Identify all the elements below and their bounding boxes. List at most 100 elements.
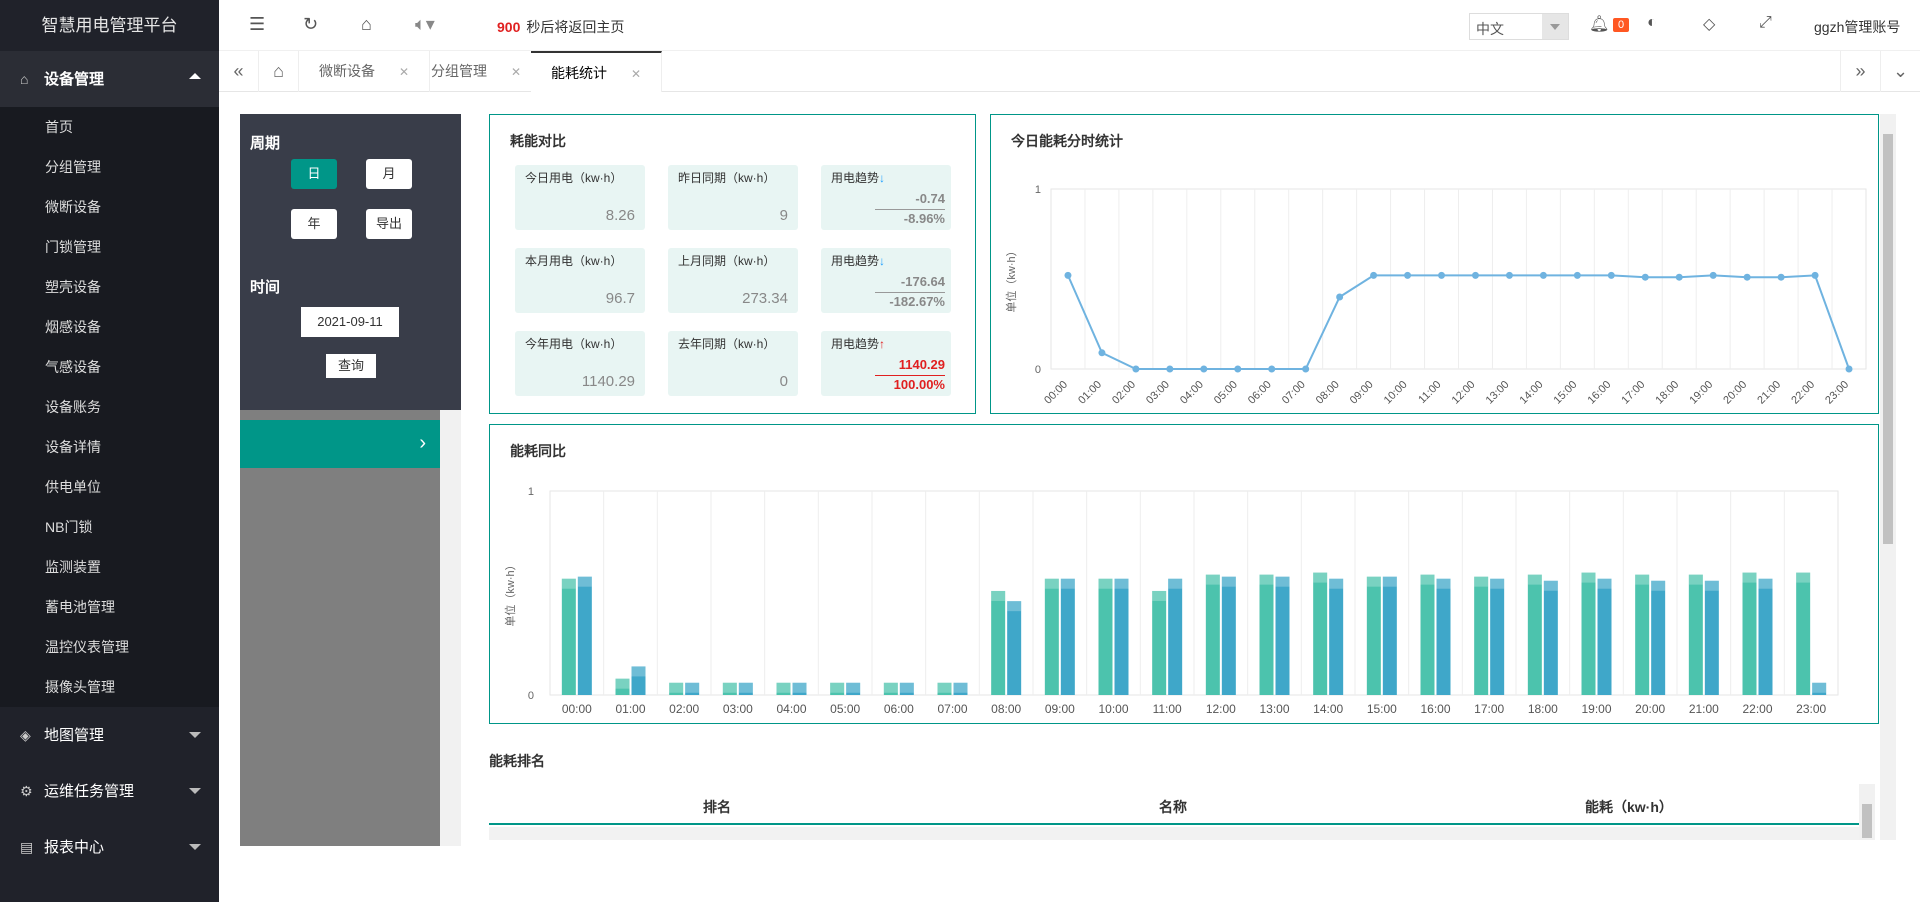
bar	[1758, 578, 1773, 695]
bar-cap	[1329, 578, 1344, 589]
trend-percent: -182.67%	[889, 294, 945, 309]
filter-panel: 周期 日 月 年 导出 时间 2021-09-11 查询	[240, 114, 461, 410]
x-tick-label: 06:00	[1246, 379, 1274, 407]
y-tick-label: 1	[1035, 184, 1041, 196]
bell-icon[interactable]: 🔔︎	[1589, 16, 1610, 33]
bar-cap	[846, 682, 861, 693]
menu-group-ops[interactable]: ⚙ 运维任务管理	[0, 763, 219, 819]
export-button[interactable]: 导出	[366, 209, 412, 239]
user-account[interactable]: ggzh管理账号	[1814, 19, 1901, 35]
sidebar-item-account[interactable]: 设备账务	[45, 399, 101, 415]
close-icon[interactable]: ✕	[511, 65, 522, 79]
language-select[interactable]: 中文	[1469, 13, 1569, 40]
stat-label: 今年用电（kw·h）	[525, 337, 623, 351]
col-name: 名称	[1159, 799, 1187, 815]
refresh-icon[interactable]: ↻	[303, 14, 319, 34]
bar	[883, 682, 898, 695]
stat-label: 本月用电（kw·h）	[525, 254, 623, 268]
tabs-menu-icon[interactable]: ⌄	[1880, 51, 1920, 92]
fullscreen-icon[interactable]: ⤢	[1759, 14, 1772, 31]
tab-home-icon[interactable]: ⌂	[259, 51, 299, 92]
sidebar-item-lock[interactable]: 门锁管理	[45, 239, 101, 255]
close-icon[interactable]: ✕	[399, 65, 410, 79]
sidebar-item-mccb[interactable]: 塑壳设备	[45, 279, 101, 295]
caret-up-icon	[189, 73, 201, 79]
menu-group-map[interactable]: ◈ 地图管理	[0, 707, 219, 763]
bar	[953, 682, 968, 695]
menu-group-label: 地图管理	[44, 727, 105, 744]
bar	[1329, 578, 1344, 695]
data-point	[1743, 273, 1751, 281]
x-tick-label: 04:00	[776, 702, 806, 716]
data-point	[1539, 271, 1547, 279]
tab-energy[interactable]: 能耗统计 ✕	[531, 51, 663, 92]
palette-icon[interactable]: ◐	[1647, 14, 1657, 31]
bar	[1742, 572, 1757, 695]
bar-cap	[1688, 574, 1703, 585]
sidebar-item-smoke[interactable]: 烟感设备	[45, 319, 101, 335]
x-tick-label: 02:00	[1110, 379, 1138, 407]
x-tick-label: 02:00	[669, 702, 699, 716]
sidebar-item-home[interactable]: 首页	[45, 119, 73, 135]
menu-toggle-icon[interactable]: ☰	[249, 14, 266, 34]
home-icon[interactable]: ⌂	[361, 14, 372, 34]
data-point	[1200, 365, 1208, 373]
main-scrollbar[interactable]	[1880, 114, 1896, 840]
sidebar-item-nb-lock[interactable]: NB门锁	[45, 519, 93, 535]
menu-group-device[interactable]: ⌂ 设备管理	[0, 51, 219, 107]
period-day-button[interactable]: 日	[291, 159, 337, 189]
tree-selected-item[interactable]: ›	[240, 420, 440, 468]
period-month-button[interactable]: 月	[366, 159, 412, 189]
bar	[991, 590, 1006, 695]
tag-icon[interactable]: ◇	[1703, 16, 1716, 33]
sidebar-item-thermo[interactable]: 温控仪表管理	[45, 639, 129, 655]
tree-scrollbar[interactable]	[440, 410, 461, 846]
bar	[1651, 580, 1666, 695]
data-point	[1336, 293, 1344, 301]
arrow-down-icon: ↓	[879, 171, 886, 185]
stat-yesterday: 昨日同期（kw·h） 9	[668, 165, 798, 230]
sidebar-item-monitor[interactable]: 监测装置	[45, 559, 101, 575]
tabs-next-icon[interactable]: »	[1840, 51, 1880, 92]
stat-label: 今日用电（kw·h）	[525, 171, 623, 185]
menu-group-report[interactable]: ▤ 报表中心	[0, 819, 219, 875]
close-icon[interactable]: ✕	[631, 67, 642, 81]
bar-chart-card: 能耗同比 1 0 单位（kw·h） 00:00 01:00 02:00 03:00 04:00…	[489, 424, 1879, 724]
series-line	[1067, 274, 1850, 370]
rank-scrollbar[interactable]	[1859, 784, 1875, 840]
home-icon: ⌂	[20, 71, 29, 87]
bar	[669, 682, 684, 695]
menu-group-label: 报表中心	[44, 839, 105, 856]
x-tick-label: 19:00	[1687, 379, 1715, 407]
x-tick-label: 04:00	[1178, 379, 1206, 407]
period-year-button[interactable]: 年	[291, 209, 337, 239]
x-tick-label: 16:00	[1420, 702, 1450, 716]
query-button[interactable]: 查询	[326, 354, 376, 378]
speaker-icon[interactable]: 🔈︎▾	[415, 14, 435, 34]
date-input[interactable]: 2021-09-11	[301, 307, 399, 337]
tab-breaker[interactable]: 微断设备 ✕	[299, 51, 431, 92]
tabs-prev-icon[interactable]: «	[219, 51, 259, 92]
sidebar-item-gas[interactable]: 气感设备	[45, 359, 101, 375]
x-tick-label: 23:00	[1823, 379, 1851, 407]
scrollbar-thumb[interactable]	[1883, 134, 1893, 544]
bar-cap	[1044, 578, 1059, 589]
tab-group[interactable]: 分组管理 ✕	[411, 51, 543, 92]
data-point	[1777, 273, 1785, 281]
sidebar-item-breaker[interactable]: 微断设备	[45, 199, 101, 215]
top-header: ☰ ↻ ⌂ 🔈︎▾ 900 秒后将返回主页 中文 🔔︎ 0 ◐ ◇ ⤢ ggzh管…	[219, 0, 1920, 51]
tab-label: 分组管理	[431, 63, 487, 79]
bar-cap	[1527, 574, 1542, 585]
bar-cap	[669, 682, 684, 693]
scrollbar-thumb[interactable]	[1862, 804, 1872, 838]
stat-year: 今年用电（kw·h） 1140.29	[515, 331, 645, 396]
x-tick-label: 01:00	[615, 702, 645, 716]
sidebar-item-group[interactable]: 分组管理	[45, 159, 101, 175]
sidebar-item-battery[interactable]: 蓄电池管理	[45, 599, 115, 615]
sidebar-item-supplier[interactable]: 供电单位	[45, 479, 101, 495]
tab-bar: « ⌂ 微断设备 ✕ 分组管理 ✕ 能耗统计 ✕ » ⌄	[219, 51, 1920, 92]
sidebar-item-detail[interactable]: 设备详情	[45, 439, 101, 455]
stat-value: 0	[779, 373, 788, 390]
sidebar-item-camera[interactable]: 摄像头管理	[45, 679, 115, 695]
x-tick-label: 03:00	[723, 702, 753, 716]
